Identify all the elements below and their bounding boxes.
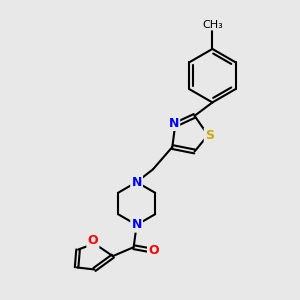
Text: N: N (131, 176, 142, 189)
Text: O: O (88, 234, 98, 247)
Text: N: N (169, 117, 179, 130)
Text: CH₃: CH₃ (202, 20, 223, 30)
Text: S: S (205, 129, 214, 142)
Text: N: N (131, 218, 142, 231)
Text: O: O (148, 244, 159, 257)
